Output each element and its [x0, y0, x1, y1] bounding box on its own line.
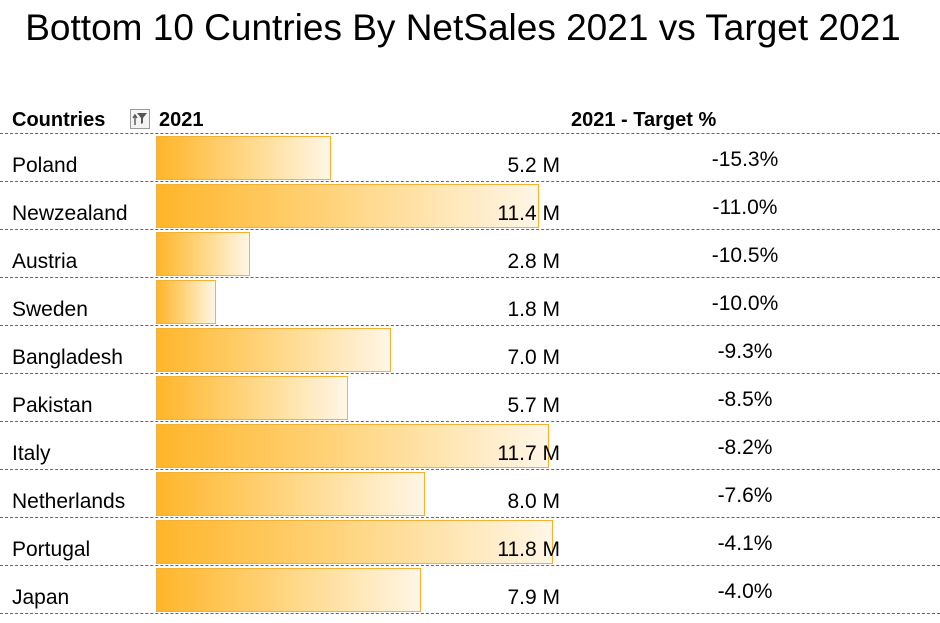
table-row: Pakistan 5.7 M -8.5%	[0, 374, 940, 422]
value-label: 1.8 M	[507, 298, 560, 321]
data-bar	[156, 376, 348, 420]
data-bar	[156, 568, 421, 612]
table-body: Poland 5.2 M -15.3% Newzealand 11.4 M -11.0% A…	[0, 134, 940, 614]
data-bar	[156, 424, 549, 468]
value-label: 7.9 M	[507, 586, 560, 609]
country-label: Austria	[12, 250, 78, 273]
target-pct-header: 2021 - Target %	[571, 109, 717, 131]
data-bar	[156, 280, 216, 324]
country-label: Sweden	[12, 298, 88, 321]
table-header: Countries 2021 2021 - Target %	[0, 104, 940, 134]
value-label: 5.2 M	[507, 154, 560, 177]
target-pct-label: -4.0%	[717, 580, 773, 603]
country-label: Italy	[12, 442, 51, 465]
year-header: 2021	[159, 109, 204, 131]
country-label: Bangladesh	[12, 346, 123, 369]
value-label: 11.7 M	[497, 442, 560, 465]
country-label: Poland	[12, 154, 78, 177]
table-row: Portugal 11.8 M -4.1%	[0, 518, 940, 566]
data-bar	[156, 520, 553, 564]
target-pct-label: -10.0%	[711, 292, 779, 315]
target-pct-label: -11.0%	[712, 196, 778, 219]
target-pct-label: -9.3%	[717, 340, 773, 363]
filter-sort-icon[interactable]	[130, 109, 150, 129]
target-pct-label: -7.6%	[717, 484, 773, 507]
table-row: Netherlands 8.0 M -7.6%	[0, 470, 940, 518]
data-bar	[156, 472, 425, 516]
country-label: Pakistan	[12, 394, 93, 417]
table-row: Bangladesh 7.0 M -9.3%	[0, 326, 940, 374]
country-label: Netherlands	[12, 490, 126, 513]
target-pct-label: -8.5%	[717, 388, 773, 411]
target-pct-label: -10.5%	[711, 244, 779, 267]
value-label: 2.8 M	[507, 250, 560, 273]
data-bar	[156, 184, 539, 228]
value-label: 8.0 M	[507, 490, 560, 513]
data-bar	[156, 232, 250, 276]
value-label: 7.0 M	[507, 346, 560, 369]
table-row: Newzealand 11.4 M -11.0%	[0, 182, 940, 230]
table-row: Austria 2.8 M -10.5%	[0, 230, 940, 278]
table-row: Poland 5.2 M -15.3%	[0, 134, 940, 182]
table-row: Sweden 1.8 M -10.0%	[0, 278, 940, 326]
target-pct-label: -15.3%	[711, 148, 779, 171]
country-label: Japan	[12, 586, 70, 609]
table-row: Italy 11.7 M -8.2%	[0, 422, 940, 470]
table-row: Japan 7.9 M -4.0%	[0, 566, 940, 614]
target-pct-label: -4.1%	[717, 532, 773, 555]
value-label: 11.8 M	[497, 538, 560, 561]
countries-header[interactable]: Countries	[12, 109, 106, 131]
country-label: Newzealand	[12, 202, 128, 225]
data-bar	[156, 136, 331, 180]
data-bar	[156, 328, 391, 372]
target-pct-label: -8.2%	[717, 436, 773, 459]
country-label: Portugal	[12, 538, 91, 561]
chart-title: Bottom 10 Cuntries By NetSales 2021 vs T…	[25, 7, 901, 48]
value-label: 5.7 M	[507, 394, 560, 417]
value-label: 11.4 M	[497, 202, 560, 225]
